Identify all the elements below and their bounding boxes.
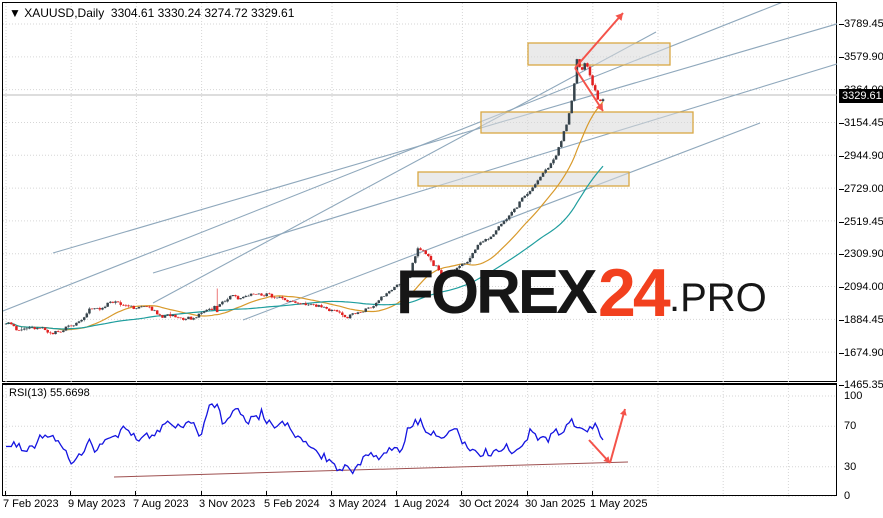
svg-text:FOREX: FOREX (396, 258, 597, 327)
svg-text:24: 24 (598, 255, 671, 330)
svg-text:.PRO: .PRO (669, 276, 767, 320)
